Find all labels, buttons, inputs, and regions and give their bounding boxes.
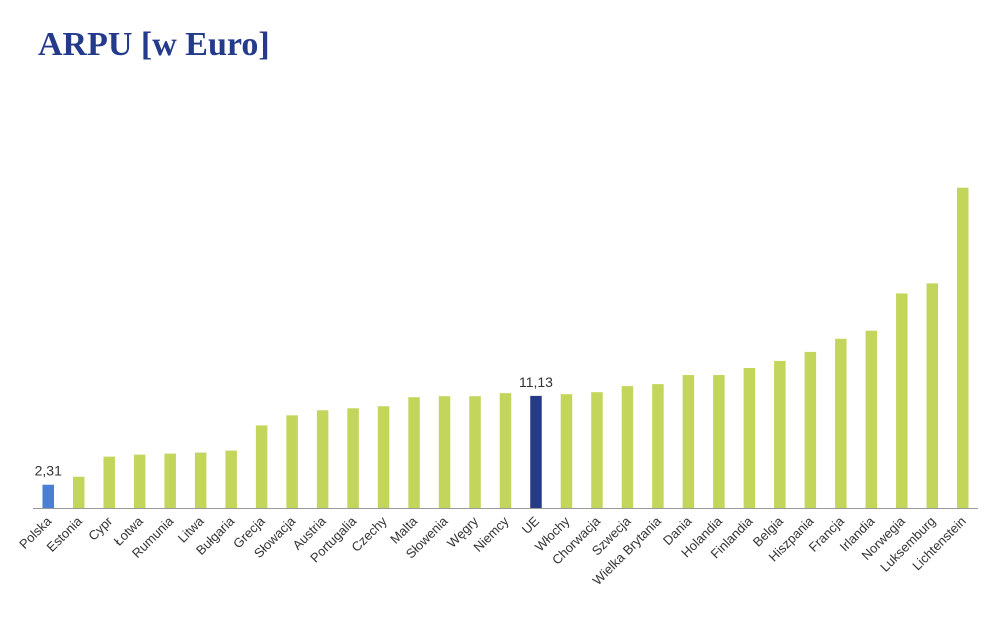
bar-norwegia (896, 293, 908, 508)
bar-hiszpania (804, 351, 817, 508)
bar-slowacja (286, 415, 298, 508)
bar-cypr (103, 456, 115, 508)
bar-lichtenstein (957, 187, 969, 509)
bar-portugalia (347, 408, 359, 508)
bar-ue (530, 395, 542, 508)
bar-slowenia (438, 396, 451, 508)
bar-litwa (194, 452, 207, 508)
data-label-polska: 2,31 (35, 463, 62, 479)
bar-polska (42, 484, 54, 508)
bar-rumunia (164, 453, 176, 508)
x-tick-label: Niemcy (470, 513, 512, 555)
x-tick-label: Czechy (348, 513, 390, 555)
bar-chorwacja (591, 392, 603, 508)
bar-lotwa (133, 454, 146, 508)
bar-grecja (255, 425, 268, 508)
bar-estonia (72, 476, 85, 508)
bar-bulgaria (225, 450, 237, 508)
bar-austria (316, 410, 329, 508)
data-labels: 2,31 11,13 (35, 374, 554, 479)
bar-czechy (377, 406, 390, 508)
bar-wielka-brytania (652, 384, 664, 508)
bar-belgia (774, 360, 786, 508)
x-tick-label: UE (519, 513, 543, 537)
bar-irlandia (865, 330, 878, 508)
bar-dania (682, 375, 695, 508)
bar-wegry (469, 396, 481, 508)
bar-francja (835, 338, 847, 508)
bar-szwecja (621, 386, 634, 508)
bar-luksemburg (926, 283, 939, 508)
bar-malta (408, 397, 420, 508)
data-label-ue: 11,13 (519, 374, 553, 390)
bar-niemcy (499, 393, 512, 508)
x-tick-label: Estonia (44, 513, 86, 555)
bars-group (42, 187, 969, 509)
chart-title: ARPU [w Euro] (38, 26, 270, 63)
bar-holandia (713, 375, 725, 508)
bar-wlochy (560, 394, 573, 508)
bar-finlandia (743, 367, 756, 508)
